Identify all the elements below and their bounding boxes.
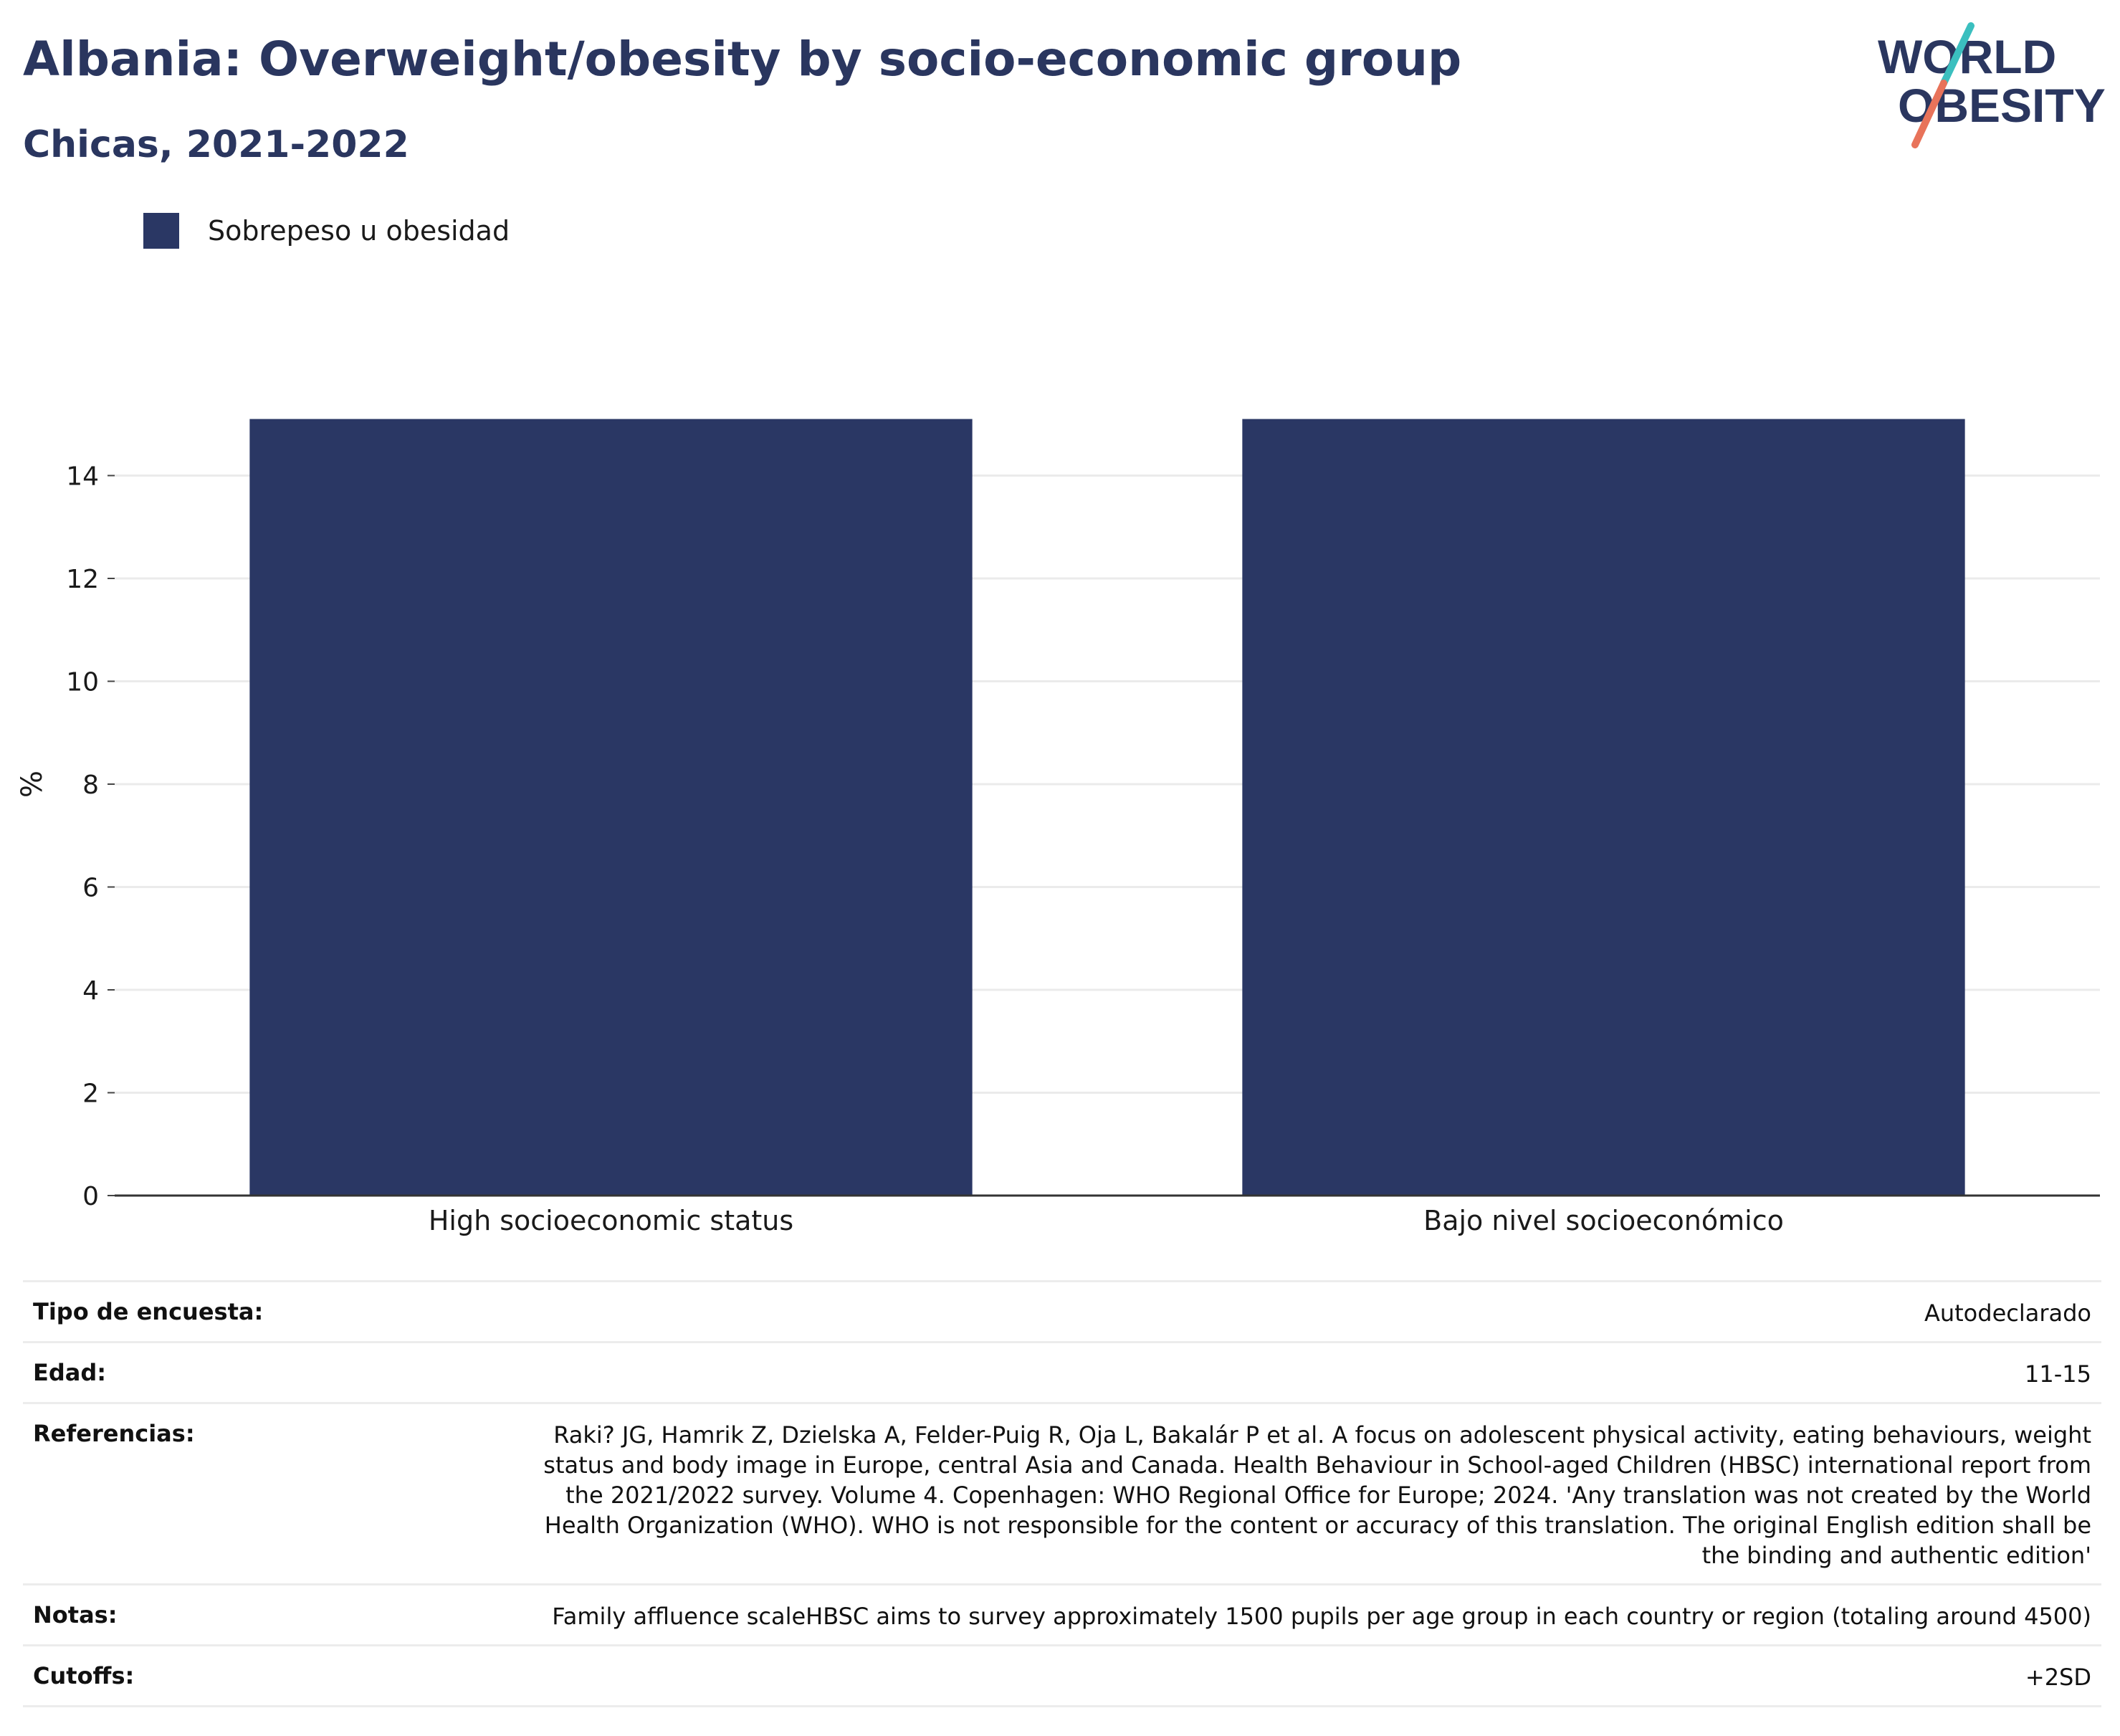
y-tick-label: 2 xyxy=(82,1079,99,1109)
y-axis-label: % xyxy=(16,771,49,798)
legend-label: Sobrepeso u obesidad xyxy=(208,215,510,247)
bar xyxy=(249,419,973,1196)
meta-key: Cutoffs: xyxy=(33,1662,135,1689)
meta-key: Notas: xyxy=(33,1601,118,1628)
meta-value: +2SD xyxy=(2025,1664,2091,1691)
meta-row-references: Referencias: Raki? JG, Hamrik Z, Dzielsk… xyxy=(23,1404,2101,1585)
meta-value: Family affluence scaleHBSC aims to surve… xyxy=(552,1603,2091,1630)
y-tick-label: 6 xyxy=(82,874,99,903)
meta-key: Edad: xyxy=(33,1359,107,1386)
meta-value: 11-15 xyxy=(2025,1360,2091,1388)
y-tick-label: 8 xyxy=(82,771,99,800)
meta-value: Autodeclarado xyxy=(1924,1299,2091,1327)
bars xyxy=(249,419,1965,1196)
meta-row-cutoffs: Cutoffs: +2SD xyxy=(23,1646,2101,1707)
meta-value: Raki? JG, Hamrik Z, Dzielska A, Felder-P… xyxy=(543,1421,2091,1569)
meta-row-survey-type: Tipo de encuesta: Autodeclarado xyxy=(23,1282,2101,1343)
x-tick-label: High socioeconomic status xyxy=(429,1205,793,1236)
legend-swatch xyxy=(143,213,179,249)
logo-slash-teal xyxy=(1940,22,1975,87)
y-tick-label: 4 xyxy=(82,976,99,1006)
axes: 0 2 4 6 8 10 12 14 High socioeconomic status Bajo… xyxy=(16,462,2100,1236)
bar xyxy=(1242,419,1965,1196)
meta-row-notes: Notas: Family affluence scaleHBSC aims t… xyxy=(23,1585,2101,1646)
chart-legend: Sobrepeso u obesidad xyxy=(143,212,510,249)
bar-chart: 0 2 4 6 8 10 12 14 High socioeconomic status Bajo… xyxy=(16,419,2100,1236)
chart-title: Albania: Overweight/obesity by socio-eco… xyxy=(23,32,1462,87)
meta-row-age: Edad: 11-15 xyxy=(23,1343,2101,1404)
meta-key: Referencias: xyxy=(33,1420,195,1447)
logo-slash-coral xyxy=(1911,80,1947,148)
metadata-table: Tipo de encuesta: Autodeclarado Edad: 11… xyxy=(23,1280,2101,1707)
chart-subtitle: Chicas, 2021-2022 xyxy=(23,123,409,166)
x-tick-label: Bajo nivel socioeconómico xyxy=(1423,1205,1784,1236)
y-tick-label: 0 xyxy=(82,1182,99,1211)
y-tick-label: 14 xyxy=(66,462,99,492)
y-tick-label: 12 xyxy=(66,565,99,594)
world-obesity-logo: WORLD OBESITY xyxy=(1878,22,2106,148)
meta-key: Tipo de encuesta: xyxy=(33,1298,264,1325)
y-tick-label: 10 xyxy=(66,668,99,697)
